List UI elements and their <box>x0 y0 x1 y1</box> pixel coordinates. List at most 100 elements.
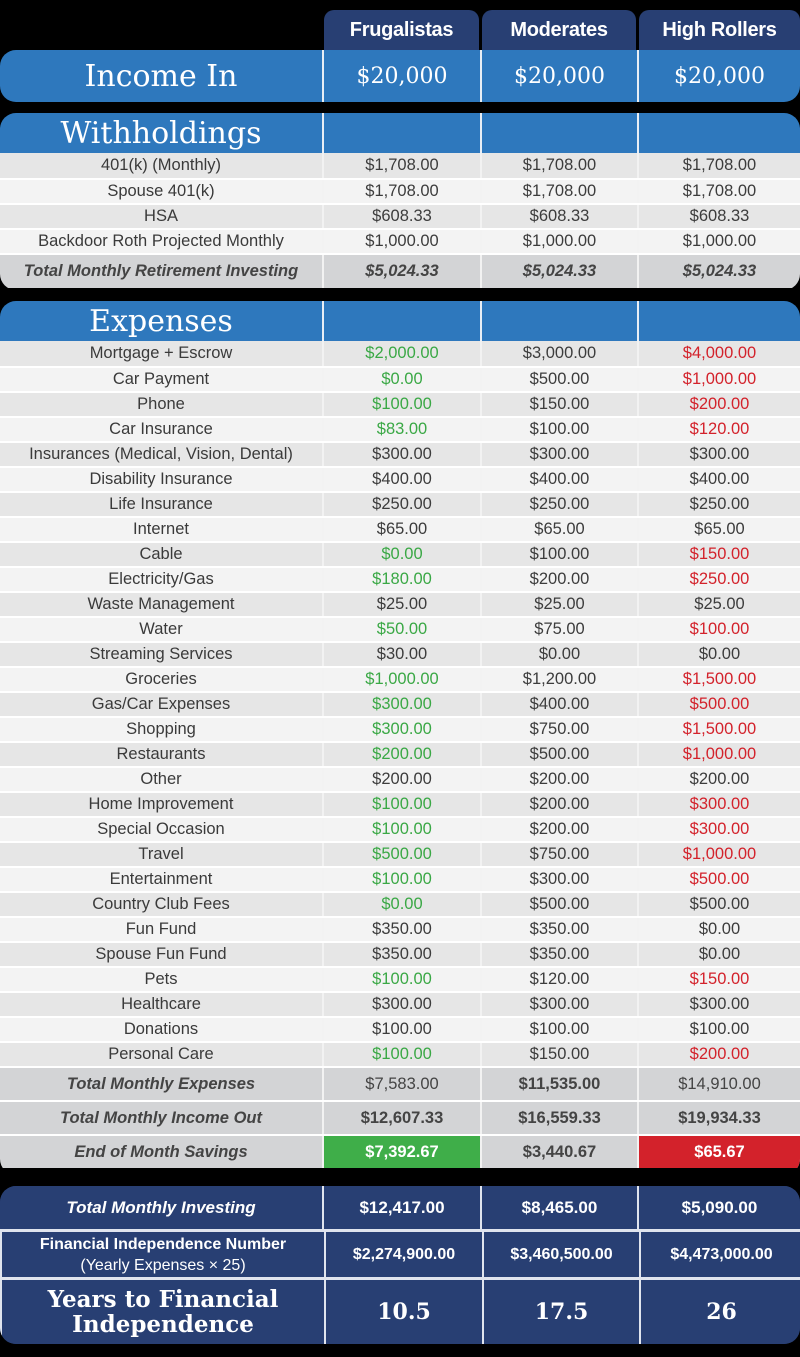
row-value: $2,274,900.00 <box>324 1232 482 1277</box>
row-value: $1,500.00 <box>637 718 800 741</box>
row-value: $0.00 <box>322 368 480 391</box>
row-value: $30.00 <box>322 643 480 666</box>
savings-value-bad: $65.67 <box>637 1136 800 1168</box>
row-value: $0.00 <box>637 943 800 966</box>
row-label: Spouse 401(k) <box>107 182 215 200</box>
row-label: Groceries <box>125 670 197 688</box>
table-row: Water $50.00 $75.00 $100.00 <box>0 616 800 641</box>
row-value: $300.00 <box>322 718 480 741</box>
row-value: $608.33 <box>322 205 480 228</box>
row-value: $300.00 <box>322 693 480 716</box>
savings-value: $3,440.67 <box>480 1136 637 1168</box>
row-value: $14,910.00 <box>637 1068 800 1100</box>
row-value: $150.00 <box>480 1043 637 1066</box>
row-value: $0.00 <box>322 543 480 566</box>
table-row: Country Club Fees $0.00 $500.00 $500.00 <box>0 891 800 916</box>
row-value: $1,000.00 <box>637 843 800 866</box>
row-value: $500.00 <box>480 743 637 766</box>
row-value: $1,708.00 <box>480 180 637 203</box>
row-value: $350.00 <box>322 918 480 941</box>
table-row: Phone $100.00 $150.00 $200.00 <box>0 391 800 416</box>
withholdings-section: Withholdings 401(k) (Monthly) $1,708.00 $1… <box>0 113 800 290</box>
row-label: Total Monthly Income Out <box>60 1108 262 1127</box>
row-value: $1,708.00 <box>637 153 800 178</box>
row-value: $100.00 <box>480 418 637 441</box>
table-row: Fun Fund $350.00 $350.00 $0.00 <box>0 916 800 941</box>
row-value: $300.00 <box>322 993 480 1016</box>
row-value: $100.00 <box>322 1018 480 1041</box>
row-value: $2,000.00 <box>322 341 480 366</box>
row-value: $500.00 <box>637 893 800 916</box>
row-value: $120.00 <box>637 418 800 441</box>
row-value: $500.00 <box>637 868 800 891</box>
row-label: Total Monthly Expenses <box>66 1074 256 1093</box>
row-value: $1,000.00 <box>637 368 800 391</box>
row-value: $200.00 <box>637 393 800 416</box>
row-label: Gas/Car Expenses <box>91 695 231 713</box>
row-label: Disability Insurance <box>89 470 233 488</box>
income-section: Income In $20,000 $20,000 $20,000 <box>0 50 800 102</box>
row-value: $400.00 <box>480 693 637 716</box>
row-label: Personal Care <box>108 1045 214 1063</box>
row-value: $250.00 <box>480 493 637 516</box>
row-label: Travel <box>138 845 184 863</box>
table-row: Entertainment $100.00 $300.00 $500.00 <box>0 866 800 891</box>
row-value: $5,024.33 <box>480 255 637 288</box>
years-to-fi-row: Years to Financial Independence 10.5 17.… <box>0 1277 800 1344</box>
summary-section: Total Monthly Investing $12,417.00 $8,46… <box>0 1186 800 1344</box>
table-row: Life Insurance $250.00 $250.00 $250.00 <box>0 491 800 516</box>
table-row: Disability Insurance $400.00 $400.00 $400.0… <box>0 466 800 491</box>
row-value: $500.00 <box>322 843 480 866</box>
row-label: Car Insurance <box>109 420 213 438</box>
income-value: $20,000 <box>322 50 480 102</box>
row-value: $100.00 <box>322 818 480 841</box>
row-value: $400.00 <box>322 468 480 491</box>
table-row: Gas/Car Expenses $300.00 $400.00 $500.00 <box>0 691 800 716</box>
table-row: Groceries $1,000.00 $1,200.00 $1,500.00 <box>0 666 800 691</box>
row-value: $1,000.00 <box>637 743 800 766</box>
table-row: Pets $100.00 $120.00 $150.00 <box>0 966 800 991</box>
row-value: $400.00 <box>480 468 637 491</box>
row-value: $100.00 <box>322 868 480 891</box>
table-row: Internet $65.00 $65.00 $65.00 <box>0 516 800 541</box>
row-value: $200.00 <box>480 793 637 816</box>
row-value: $1,708.00 <box>322 180 480 203</box>
row-value: $100.00 <box>322 793 480 816</box>
row-label: Mortgage + Escrow <box>89 344 233 362</box>
table-row: Waste Management $25.00 $25.00 $25.00 <box>0 591 800 616</box>
row-value: $608.33 <box>480 205 637 228</box>
row-label: End of Month Savings <box>74 1142 248 1161</box>
row-value: $400.00 <box>637 468 800 491</box>
years-value: 17.5 <box>482 1280 639 1344</box>
row-value: $200.00 <box>322 768 480 791</box>
row-value: $120.00 <box>480 968 637 991</box>
row-value: $19,934.33 <box>637 1102 800 1134</box>
table-row: Shopping $300.00 $750.00 $1,500.00 <box>0 716 800 741</box>
row-value: $200.00 <box>480 568 637 591</box>
row-value: $0.00 <box>322 893 480 916</box>
row-value: $350.00 <box>480 943 637 966</box>
row-label: HSA <box>144 207 178 225</box>
row-value: $300.00 <box>480 868 637 891</box>
row-value: $11,535.00 <box>480 1068 637 1100</box>
column-header-frugalistas: Frugalistas <box>324 10 479 50</box>
column-headers: Frugalistas Moderates High Rollers <box>0 10 800 50</box>
table-row: Personal Care $100.00 $150.00 $200.00 <box>0 1041 800 1066</box>
row-value: $300.00 <box>480 443 637 466</box>
table-row: Streaming Services $30.00 $0.00 $0.00 <box>0 641 800 666</box>
row-label: Life Insurance <box>109 495 213 513</box>
row-label: Internet <box>133 520 189 538</box>
row-value: $1,708.00 <box>480 153 637 178</box>
row-value: $200.00 <box>480 818 637 841</box>
row-label: Shopping <box>126 720 196 738</box>
row-label: Cable <box>139 545 183 563</box>
row-label: Insurances (Medical, Vision, Dental) <box>29 445 293 463</box>
table-row: Cable $0.00 $100.00 $150.00 <box>0 541 800 566</box>
row-label: 401(k) (Monthly) <box>100 156 222 174</box>
column-header-high-rollers: High Rollers <box>639 10 800 50</box>
table-row: Restaurants $200.00 $500.00 $1,000.00 <box>0 741 800 766</box>
row-value: $4,000.00 <box>637 341 800 366</box>
row-value: $75.00 <box>480 618 637 641</box>
row-label: Water <box>139 620 183 638</box>
row-value: $0.00 <box>637 918 800 941</box>
